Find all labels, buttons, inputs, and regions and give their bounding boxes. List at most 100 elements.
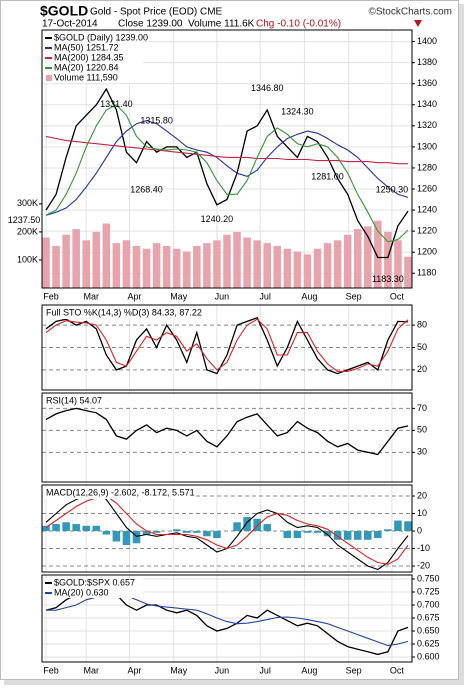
y-tick-label: 70 (417, 403, 427, 413)
y-tick-label: 0.700 (417, 599, 440, 609)
bar (72, 524, 80, 532)
x-tick-label: Apr (127, 665, 141, 675)
bar (303, 531, 312, 533)
bar (333, 531, 342, 540)
bar (132, 531, 141, 544)
bar (42, 237, 50, 288)
legend-swatch (46, 75, 52, 81)
bar (353, 229, 362, 288)
bar (62, 522, 70, 532)
y-tick-label: 80 (417, 320, 427, 330)
bar (374, 220, 382, 288)
credit: ©StockCharts.com (368, 7, 452, 18)
bar (82, 240, 90, 288)
annotation: 1240.20 (201, 214, 234, 224)
y-tick-label: 1280 (417, 162, 437, 172)
bar (42, 525, 50, 532)
panel-bg (42, 393, 412, 482)
y2-tick-label: 300K (17, 198, 38, 208)
x-tick-label: Feb (43, 291, 59, 301)
annotation: 1250.30 (376, 185, 409, 195)
y-tick-label: 1200 (417, 247, 437, 257)
x-tick-label: Aug (301, 291, 317, 301)
legend-bg (43, 33, 143, 43)
x-tick-label: Jul (259, 665, 271, 675)
y2-tick-label: 100K (17, 254, 38, 264)
bar (404, 521, 412, 532)
bar (223, 234, 231, 288)
bar (313, 531, 322, 533)
bar (273, 245, 282, 288)
x-tick-label: Mar (83, 291, 99, 301)
legend-label: MA(50) 1251.72 (54, 42, 119, 52)
bar (122, 531, 131, 546)
y-tick-label: 1340 (417, 99, 437, 109)
panel-border (41, 484, 413, 573)
annotation: 1281.00 (311, 171, 344, 181)
legend-bg (43, 43, 143, 53)
bar (172, 529, 181, 532)
annotation: 1315.80 (140, 116, 173, 126)
bar (213, 531, 221, 539)
legend-label: $GOLD:$SPX 0.657 (54, 577, 135, 587)
x-tick-label: Apr (127, 291, 141, 301)
y-tick-label: 0 (417, 525, 422, 535)
symbol: $GOLD (40, 3, 88, 19)
change: Chg -0.10 (-0.01%) (256, 19, 341, 30)
shadow (459, 4, 464, 685)
legend-label: MA(200) 1284.35 (54, 52, 124, 62)
x-tick-label: Oct (390, 291, 405, 301)
y-tick-label: 1400 (417, 36, 437, 46)
bar (102, 531, 111, 535)
legend-bg (43, 63, 143, 73)
y-tick-label: 10 (417, 508, 427, 518)
x-tick-label: Jun (215, 291, 230, 301)
bar (394, 240, 402, 288)
bar (112, 531, 121, 542)
y2-tick-label: 200K (17, 226, 38, 236)
bar (142, 531, 151, 535)
series-line (45, 104, 409, 243)
legend-bg (43, 588, 143, 598)
y-tick-label: 0.625 (417, 638, 440, 648)
bar (293, 251, 302, 288)
bar (172, 248, 181, 288)
title-bg (43, 307, 193, 319)
y-tick-label: 20 (417, 364, 427, 374)
bar (293, 531, 302, 539)
annotation: 1324.30 (281, 107, 314, 117)
bar (193, 245, 201, 288)
down-arrow (414, 20, 422, 27)
title-bg (43, 395, 193, 407)
x-tick-label: Feb (43, 665, 59, 675)
volume: Volume 111.6K (188, 19, 255, 30)
series-line (45, 135, 408, 165)
y-tick-label: 50 (417, 342, 427, 352)
date: 17-Oct-2014 (42, 19, 98, 30)
bar (384, 231, 392, 288)
series-line (45, 316, 409, 375)
bar (263, 243, 271, 288)
bar (323, 243, 332, 288)
bar (253, 518, 261, 532)
series-line (45, 407, 409, 456)
bar (323, 531, 332, 537)
bar (102, 223, 111, 288)
x-tick-label: Sep (346, 291, 362, 301)
annotation: 1268.40 (130, 185, 163, 195)
y-tick-label: 20 (417, 490, 427, 500)
panel-border (41, 574, 413, 663)
y-tick-label: 1300 (417, 141, 437, 151)
y-tick-label: 1180 (417, 268, 436, 278)
bar (92, 231, 101, 288)
x-tick-label: Jun (215, 665, 230, 675)
bar (384, 529, 392, 532)
legend-label: Volume 111,590 (54, 72, 118, 82)
bar (62, 234, 70, 288)
bar (263, 524, 271, 532)
bar (233, 231, 241, 288)
y-tick-label: 1240 (417, 204, 437, 214)
y-tick-label: 1260 (417, 183, 437, 193)
y-tick-label: 1360 (417, 78, 437, 88)
